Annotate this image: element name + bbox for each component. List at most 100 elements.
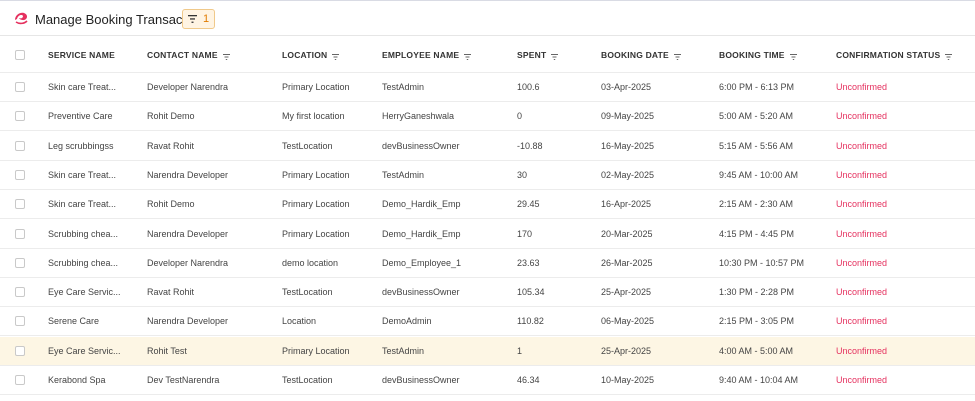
cell-service-name: Skin care Treat... <box>48 199 117 210</box>
cell-booking-time: 9:45 AM - 10:00 AM <box>719 169 799 180</box>
cell-service-name: Skin care Treat... <box>48 82 117 92</box>
filter-count-badge: 1 <box>202 13 210 25</box>
cell-booking-time: 5:15 AM - 5:56 AM <box>719 140 794 151</box>
cell-booking-date: 25-Apr-2025 <box>601 345 652 356</box>
cell-confirmation-status: Unconfirmed <box>836 199 888 210</box>
cell-contact-name: Narendra Developer <box>147 169 229 180</box>
cell-location: Location <box>282 316 317 327</box>
cell-contact-name: Developer Narendra <box>147 257 229 268</box>
table-row[interactable]: Scrubbing chea... Developer Narendra demo … <box>0 249 975 278</box>
column-header-booking-time[interactable]: BOOKING TIME <box>719 37 797 72</box>
column-header-label: BOOKING TIME <box>719 49 785 60</box>
cell-confirmation-status: Unconfirmed <box>836 287 888 298</box>
cell-location: TestLocation <box>282 375 333 385</box>
table-row[interactable]: Leg scrubbingss Ravat Rohit TestLocation de… <box>0 132 975 161</box>
cell-location: Primary Location <box>282 199 350 210</box>
cell-booking-time: 2:15 AM - 2:30 AM <box>719 199 794 210</box>
column-filter-icon[interactable] <box>222 52 230 60</box>
column-header-label: SERVICE NAME <box>48 49 115 60</box>
cell-spent: 0 <box>517 111 523 122</box>
row-checkbox-cell <box>15 337 25 365</box>
cell-booking-date: 16-Apr-2025 <box>601 199 652 210</box>
cell-booking-date: 16-May-2025 <box>601 140 655 151</box>
column-filter-icon[interactable] <box>464 52 472 60</box>
row-checkbox[interactable] <box>15 228 25 239</box>
column-header-location[interactable]: LOCATION <box>282 37 340 72</box>
cell-spent: 23.63 <box>517 257 540 268</box>
table-row[interactable]: Skin care Treat... Rohit Demo Primary Loca… <box>0 190 975 220</box>
row-checkbox-cell <box>15 307 25 335</box>
column-filter-icon[interactable] <box>789 52 797 60</box>
column-header-service-name[interactable]: SERVICE NAME <box>48 37 115 72</box>
column-filter-icon[interactable] <box>945 52 953 60</box>
cell-confirmation-status: Unconfirmed <box>836 169 888 180</box>
column-header-employee-name[interactable]: EMPLOYEE NAME <box>382 37 472 72</box>
column-filter-icon[interactable] <box>673 52 681 60</box>
row-checkbox-cell <box>15 132 25 160</box>
cell-booking-date: 25-Apr-2025 <box>601 287 652 298</box>
cell-spent: 46.34 <box>517 375 540 385</box>
brand-logo-icon <box>13 11 29 25</box>
row-checkbox-cell <box>15 102 25 130</box>
row-checkbox[interactable] <box>15 111 25 122</box>
cell-booking-time: 6:00 PM - 6:13 PM <box>719 82 795 92</box>
cell-booking-time: 2:15 PM - 3:05 PM <box>719 316 795 327</box>
cell-booking-time: 9:40 AM - 10:04 AM <box>719 375 799 385</box>
cell-contact-name: Rohit Demo <box>147 111 195 122</box>
column-header-spent[interactable]: SPENT <box>517 37 559 72</box>
column-header-confirmation-status[interactable]: CONFIRMATION STATUS <box>836 37 953 72</box>
column-header-label: BOOKING DATE <box>601 49 669 60</box>
column-header-label: CONFIRMATION STATUS <box>836 49 941 60</box>
row-checkbox-cell <box>15 161 25 189</box>
cell-booking-date: 20-Mar-2025 <box>601 228 653 239</box>
table-row[interactable]: Eye Care Servic... Rohit Test Primary Loca… <box>0 336 975 366</box>
row-checkbox[interactable] <box>15 257 25 268</box>
cell-confirmation-status: Unconfirmed <box>836 228 888 239</box>
row-checkbox-cell <box>15 366 25 394</box>
column-header-booking-date[interactable]: BOOKING DATE <box>601 37 681 72</box>
table-row[interactable]: Scrubbing chea... Narendra Developer Prima… <box>0 220 975 249</box>
row-checkbox[interactable] <box>15 316 25 327</box>
page-title: Manage Booking Transactions <box>35 12 210 27</box>
select-all-checkbox[interactable] <box>15 49 25 60</box>
column-header-label: EMPLOYEE NAME <box>382 49 460 60</box>
column-filter-icon[interactable] <box>332 52 340 60</box>
column-header-contact-name[interactable]: CONTACT NAME <box>147 37 230 72</box>
cell-location: Primary Location <box>282 169 350 180</box>
cell-contact-name: Dev TestNarendra <box>147 375 220 385</box>
row-checkbox[interactable] <box>15 169 25 180</box>
cell-booking-date: 10-May-2025 <box>601 375 655 385</box>
row-checkbox[interactable] <box>15 287 25 298</box>
table-row[interactable]: Preventive Care Rohit Demo My first locati… <box>0 102 975 132</box>
row-checkbox-cell <box>15 73 25 101</box>
active-filters-button[interactable]: 1 <box>182 9 215 29</box>
cell-employee-name: devBusinessOwner <box>382 287 460 298</box>
row-checkbox[interactable] <box>15 82 25 92</box>
row-checkbox[interactable] <box>15 199 25 210</box>
row-checkbox[interactable] <box>15 375 25 385</box>
cell-service-name: Skin care Treat... <box>48 169 117 180</box>
row-checkbox[interactable] <box>15 140 25 151</box>
table-row[interactable]: Skin care Treat... Developer Narendra Prim… <box>0 73 975 102</box>
table-row[interactable]: Skin care Treat... Narendra Developer Prim… <box>0 161 975 190</box>
cell-service-name: Preventive Care <box>48 111 113 122</box>
cell-spent: -10.88 <box>517 140 543 151</box>
cell-employee-name: HerryGaneshwala <box>382 111 455 122</box>
cell-service-name: Eye Care Servic... <box>48 287 121 298</box>
cell-contact-name: Ravat Rohit <box>147 287 195 298</box>
cell-location: TestLocation <box>282 287 333 298</box>
row-checkbox[interactable] <box>15 345 25 356</box>
cell-booking-date: 26-Mar-2025 <box>601 257 653 268</box>
cell-service-name: Scrubbing chea... <box>48 228 119 239</box>
cell-employee-name: devBusinessOwner <box>382 375 460 385</box>
table-row[interactable]: Serene Care Narendra Developer Location Dem… <box>0 307 975 337</box>
cell-employee-name: TestAdmin <box>382 82 425 92</box>
cell-contact-name: Narendra Developer <box>147 316 229 327</box>
table-row[interactable]: Eye Care Servic... Ravat Rohit TestLocatio… <box>0 278 975 308</box>
cell-service-name: Leg scrubbingss <box>48 140 114 151</box>
table-row[interactable]: Kerabond Spa Dev TestNarendra TestLocation… <box>0 366 975 395</box>
cell-booking-time: 4:15 PM - 4:45 PM <box>719 228 795 239</box>
row-checkbox-cell <box>15 249 25 277</box>
column-filter-icon[interactable] <box>551 52 559 60</box>
column-header-label: LOCATION <box>282 49 328 60</box>
